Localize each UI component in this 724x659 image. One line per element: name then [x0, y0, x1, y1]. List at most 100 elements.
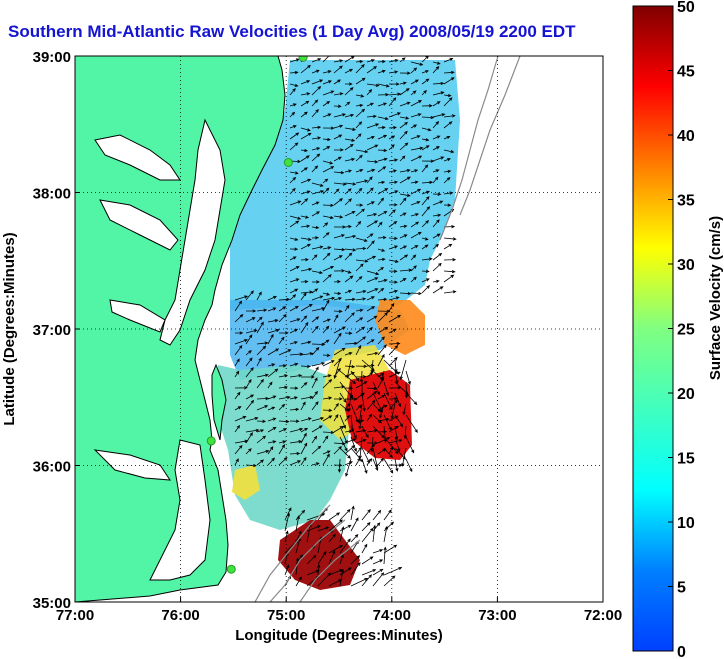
grid-lines [75, 56, 603, 602]
velocity-arrow [410, 188, 422, 195]
velocity-arrow [355, 344, 362, 356]
y-tick-label: 36:00 [33, 459, 71, 476]
velocity-arrow [405, 370, 411, 385]
velocity-arrow [322, 222, 329, 228]
velocity-arrow [421, 70, 429, 74]
velocity-arrow [344, 224, 352, 229]
velocity-arrow [278, 313, 287, 323]
velocity-arrow [344, 397, 358, 401]
velocity-arrow [388, 220, 398, 228]
velocity-arrow [432, 176, 439, 184]
bay-main [159, 118, 226, 346]
x-axis-ticks: 77:00 76:00 75:00 74:00 73:00 72:00 [56, 597, 622, 624]
velocity-arrow [256, 419, 267, 423]
velocity-arrow [289, 294, 297, 301]
velocity-arrow [355, 429, 367, 433]
velocity-arrow [410, 90, 417, 96]
y-tick-label: 37:00 [33, 322, 71, 339]
velocity-arrow [256, 459, 265, 466]
velocity-arrow [399, 212, 407, 217]
velocity-arrow [355, 59, 364, 64]
velocity-arrow [245, 350, 252, 356]
velocity-arrow [366, 277, 379, 283]
velocity-arrow [284, 564, 290, 576]
velocity-arrow [344, 138, 356, 142]
velocity-arrow [311, 147, 321, 151]
velocity-arrow [256, 321, 264, 334]
velocity-arrow [234, 344, 243, 356]
velocity-arrow [377, 235, 387, 240]
velocity-arrow [377, 69, 386, 74]
velocity-arrow [333, 79, 341, 85]
velocity-arrow [432, 146, 440, 151]
velocity-arrow [322, 360, 335, 367]
velocity-arrow [333, 291, 342, 296]
velocity-arrow [322, 299, 330, 312]
velocity-arrow [300, 215, 310, 219]
velocity-arrow [322, 266, 335, 272]
velocity-arrow [339, 414, 346, 429]
velocity-arrow [289, 70, 299, 75]
velocity-arrow [289, 83, 299, 87]
velocity-arrow [278, 297, 291, 302]
velocity-arrow [388, 126, 397, 130]
velocity-arrow [333, 188, 340, 195]
radar-station-marker [226, 564, 236, 574]
velocity-arrow [372, 572, 385, 587]
velocity-arrow [234, 295, 249, 301]
velocity-arrow [300, 148, 309, 153]
velocity-arrow [432, 113, 446, 118]
velocity-arrow [399, 57, 406, 63]
velocity-arrow [289, 58, 300, 63]
velocity-arrow [383, 567, 403, 576]
velocity-arrow [372, 559, 384, 565]
velocity-arrow [399, 224, 408, 229]
velocity-arrow [289, 87, 296, 96]
velocity-arrow [333, 170, 345, 175]
velocity-arrow [355, 64, 365, 74]
velocity-arrow [300, 267, 313, 272]
velocity-arrow [421, 164, 429, 173]
velocity-arrow [355, 77, 366, 85]
velocity-arrow [377, 309, 391, 313]
velocity-arrow [421, 104, 433, 108]
velocity-arrow [350, 436, 357, 453]
velocity-arrow [344, 234, 357, 239]
velocity-arrow [404, 381, 409, 399]
velocity-arrow [432, 156, 445, 162]
velocity-arrow [355, 208, 365, 217]
velocity-arrow [322, 113, 332, 118]
velocity-arrow [311, 347, 320, 356]
velocity-arrow [339, 567, 352, 576]
velocity-arrow [388, 314, 401, 323]
velocity-arrow [234, 444, 243, 455]
velocity-arrow [328, 569, 344, 576]
velocity-arrow [289, 341, 299, 345]
velocity-arrow [405, 392, 418, 406]
velocity-arrow [432, 101, 441, 107]
velocity-arrow [289, 396, 298, 400]
velocity-arrow [410, 113, 422, 118]
velocity-arrow [311, 435, 318, 444]
velocity-arrow [383, 525, 389, 543]
velocity-arrow [339, 568, 345, 587]
velocity-arrow [333, 247, 346, 252]
velocity-arrow [317, 551, 327, 565]
velocity-arrow [300, 198, 309, 206]
velocity-arrows [234, 56, 457, 587]
velocity-arrow [350, 534, 359, 543]
velocity-arrow [333, 113, 346, 118]
colorbar-tick-label: 45 [677, 64, 695, 81]
velocity-arrow [399, 197, 407, 206]
velocity-arrow [410, 201, 421, 206]
velocity-arrow [317, 526, 330, 532]
velocity-arrow [421, 180, 434, 185]
velocity-arrow [278, 349, 292, 356]
velocity-arrow [355, 364, 368, 368]
velocity-arrow [366, 390, 378, 400]
velocity-arrow [366, 315, 378, 323]
velocity-arrow [403, 425, 407, 440]
velocity-arrow [388, 296, 400, 301]
velocity-arrow [333, 134, 343, 140]
